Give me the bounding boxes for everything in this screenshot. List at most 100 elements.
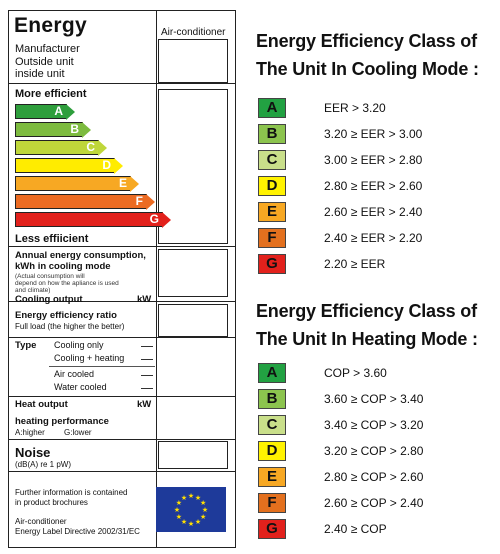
footer-line-1: Air-conditioner xyxy=(15,517,67,526)
divider xyxy=(9,301,235,302)
efficiency-arrow-letter: D xyxy=(102,158,111,172)
manufacturer-box xyxy=(158,39,228,83)
divider xyxy=(9,471,235,472)
eu-star-icon: ★ xyxy=(188,520,194,528)
eu-star-icon: ★ xyxy=(174,506,180,514)
energy-label: Energy Air-conditioner Manufacturer Outs… xyxy=(8,10,236,548)
less-efficient-label: Less effiicient xyxy=(15,233,89,245)
cooling-class-condition: 2.60 ≥ EER > 2.40 xyxy=(324,205,423,219)
cooling-class-badge: D xyxy=(258,176,286,196)
cooling-class-condition: 2.20 ≥ EER xyxy=(324,257,386,271)
consumption-note-1: (Actual consumption will xyxy=(15,273,85,280)
dash xyxy=(141,346,153,347)
heating-class-badge: A xyxy=(258,363,286,383)
cooling-output-label: Cooling output xyxy=(15,294,83,305)
efficiency-arrow-letter: C xyxy=(86,140,95,154)
heating-class-badge: E xyxy=(258,467,286,487)
type-cooling-only: Cooling only xyxy=(54,340,104,350)
eu-star-icon: ★ xyxy=(195,494,201,502)
eu-star-icon: ★ xyxy=(176,513,182,521)
cooling-class-badge: C xyxy=(258,150,286,170)
consumption-title-2: kWh in cooling mode xyxy=(15,261,111,272)
label-column-divider xyxy=(156,11,157,547)
type-cooling-heating: Cooling + heating xyxy=(54,353,125,363)
heating-a-higher: A:higher xyxy=(15,428,45,437)
heating-class-badge: D xyxy=(258,441,286,461)
eu-star-icon: ★ xyxy=(181,494,187,502)
noise-unit: (dB(A) re 1 pW) xyxy=(15,460,72,469)
heating-class-badge: G xyxy=(258,519,286,539)
consumption-note-3: and climate) xyxy=(15,287,51,294)
efficiency-arrow-a: A xyxy=(15,104,75,120)
cooling-class-badge: B xyxy=(258,124,286,144)
heating-class-badge: C xyxy=(258,415,286,435)
heating-class-condition: COP > 3.60 xyxy=(324,366,387,380)
cooling-class-badge: F xyxy=(258,228,286,248)
efficiency-arrow-f: F xyxy=(15,194,155,210)
cooling-class-badge: A xyxy=(258,98,286,118)
heating-g-lower: G:lower xyxy=(64,428,92,437)
footer-line-2: Energy Label Directive 2002/31/EC xyxy=(15,527,140,536)
divider xyxy=(9,439,235,440)
efficiency-arrow-d: D xyxy=(15,158,123,174)
noise-label: Noise xyxy=(15,445,51,460)
eu-star-icon: ★ xyxy=(195,518,201,526)
efficiency-arrow-e: E xyxy=(15,176,139,192)
label-title: Energy xyxy=(14,14,87,37)
dash xyxy=(141,359,153,360)
eu-star-icon: ★ xyxy=(176,499,182,507)
divider xyxy=(9,396,235,397)
efficiency-arrow-c: C xyxy=(15,140,107,156)
further-info-1: Further information is contained xyxy=(15,488,128,497)
cooling-class-condition: 3.20 ≥ EER > 3.00 xyxy=(324,127,423,141)
efficiency-arrow-letter: E xyxy=(118,176,127,190)
efficiency-ratio-label: Energy efficiency ratio xyxy=(15,310,117,321)
column-header: Air-conditioner xyxy=(161,27,226,38)
eu-flag-icon: ★ ★ ★ ★ ★ ★ ★ ★ ★ ★ ★ ★ xyxy=(156,487,226,532)
type-water-cooled: Water cooled xyxy=(54,382,107,392)
heating-class-condition: 3.20 ≥ COP > 2.80 xyxy=(324,444,424,458)
efficiency-ratio-box xyxy=(158,304,228,337)
efficiency-arrow-b: B xyxy=(15,122,91,138)
dash xyxy=(141,388,153,389)
heating-heading-2: The Unit In Heating Mode : xyxy=(256,329,478,349)
heating-class-condition: 2.40 ≥ COP xyxy=(324,522,387,536)
consumption-title-1: Annual energy consumption, xyxy=(15,250,146,261)
cooling-class-condition: 3.00 ≥ EER > 2.80 xyxy=(324,153,423,167)
cooling-class-badge: G xyxy=(258,254,286,274)
divider xyxy=(9,246,235,247)
heating-class-condition: 3.60 ≥ COP > 3.40 xyxy=(324,392,424,406)
outside-unit-line: Outside unit xyxy=(15,55,74,68)
manufacturer-block: Manufacturer Outside unit inside unit xyxy=(15,43,155,81)
divider xyxy=(49,366,155,367)
eu-star-icon: ★ xyxy=(181,518,187,526)
heating-class-condition: 3.40 ≥ COP > 3.20 xyxy=(324,418,424,432)
cooling-class-condition: 2.80 ≥ EER > 2.60 xyxy=(324,179,423,193)
noise-box xyxy=(158,441,228,469)
type-label: Type xyxy=(15,340,37,351)
divider xyxy=(9,83,235,84)
efficiency-arrow-g: G xyxy=(15,212,171,228)
consumption-box xyxy=(158,249,228,297)
efficiency-arrow-letter: G xyxy=(149,212,159,226)
heating-class-badge: F xyxy=(258,493,286,513)
type-air-cooled: Air cooled xyxy=(54,369,95,379)
efficiency-arrow-letter: A xyxy=(54,104,63,118)
heating-class-condition: 2.60 ≥ COP > 2.40 xyxy=(324,496,424,510)
eu-star-icon: ★ xyxy=(200,513,206,521)
efficiency-ratio-sub: Full load (the higher the better) xyxy=(15,322,125,331)
efficiency-arrow-letter: F xyxy=(135,194,143,208)
heating-performance-label: heating performance xyxy=(15,416,109,427)
consumption-note-2: depend on how the apliance is used xyxy=(15,280,119,287)
heating-class-badge: B xyxy=(258,389,286,409)
heat-output-unit: kW xyxy=(137,399,152,410)
cooling-class-badge: E xyxy=(258,202,286,222)
efficiency-arrow-letter: B xyxy=(70,122,79,136)
cooling-class-condition: 2.40 ≥ EER > 2.20 xyxy=(324,231,423,245)
eu-star-icon: ★ xyxy=(202,506,208,514)
heating-class-condition: 2.80 ≥ COP > 2.60 xyxy=(324,470,424,484)
eu-star-icon: ★ xyxy=(200,499,206,507)
divider xyxy=(9,337,235,338)
cooling-output-unit: kW xyxy=(137,294,152,305)
cooling-class-condition: EER > 3.20 xyxy=(324,101,386,115)
